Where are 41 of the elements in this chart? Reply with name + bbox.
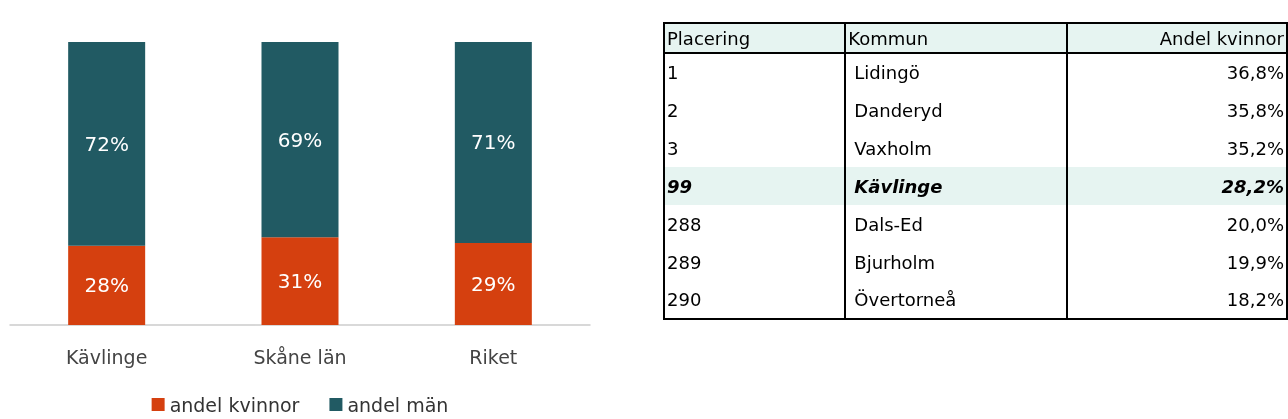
text: 19,9% [1226, 251, 1284, 273]
text: 288 [667, 213, 702, 235]
text: Bjurholm [854, 251, 936, 273]
text: 18,2% [1226, 289, 1284, 310]
text: 2 [667, 99, 679, 121]
text: 35,2% [1226, 137, 1284, 159]
data-label: 31% [277, 269, 323, 294]
bar [68, 42, 146, 246]
text: 20,0% [1226, 213, 1284, 235]
data-label: 28% [84, 273, 129, 298]
text: 36,8% [1226, 62, 1284, 83]
text: 35,8% [1226, 99, 1284, 121]
category-label: Andel kvinnor [1066, 23, 1287, 53]
legend-label: andel kvinnor [169, 393, 300, 416]
text: Lidingö [854, 62, 920, 83]
data-label: 69% [277, 127, 323, 152]
legend-label: andel män [347, 393, 449, 416]
category-label: Kommun [845, 23, 1067, 53]
bar [261, 237, 339, 325]
data-label: 71% [471, 130, 516, 155]
text: 289 [667, 251, 702, 273]
text: Dals-Ed [854, 213, 923, 235]
text: 28,2% [1221, 175, 1284, 197]
text: 3 [667, 137, 679, 159]
data-label: 72% [84, 131, 129, 156]
text: 99 [667, 175, 693, 197]
text: 290 [667, 289, 702, 310]
text: Övertorneå [854, 289, 957, 310]
data-label: 29% [471, 271, 516, 296]
text: Vaxholm [854, 137, 932, 159]
x-tick-label: Kävlinge [65, 345, 148, 368]
bar [454, 42, 532, 243]
text: 1 [667, 62, 679, 83]
x-tick-label: Skåne län [253, 345, 347, 368]
bar [261, 42, 339, 238]
text: Danderyd [854, 99, 943, 121]
bar [454, 242, 532, 325]
bar [68, 245, 146, 325]
x-tick-label: Riket [469, 345, 518, 368]
category-label: Placering [664, 23, 846, 53]
text: Kävlinge [854, 175, 943, 197]
